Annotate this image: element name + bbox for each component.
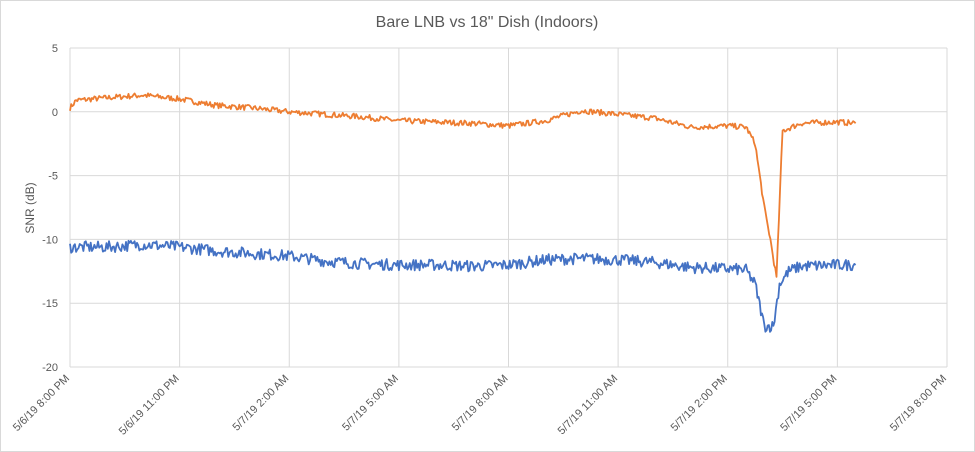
series-layer <box>69 92 857 333</box>
y-tick-label: -5 <box>48 171 58 183</box>
y-tick-label: -20 <box>42 362 58 374</box>
gridlines <box>69 47 948 368</box>
y-axis-title: SNR (dB) <box>23 182 37 233</box>
y-axis-ticks: 5 0 -5 -10 -15 -20 <box>42 43 58 374</box>
chart-title: Bare LNB vs 18" Dish (Indoors) <box>376 14 599 31</box>
series-line-1 <box>69 92 857 278</box>
y-tick-label: -10 <box>42 234 58 246</box>
y-tick-label: 5 <box>52 43 58 55</box>
y-tick-label: 0 <box>52 107 58 119</box>
series-line-2 <box>69 239 857 333</box>
y-tick-label: -15 <box>42 298 58 310</box>
